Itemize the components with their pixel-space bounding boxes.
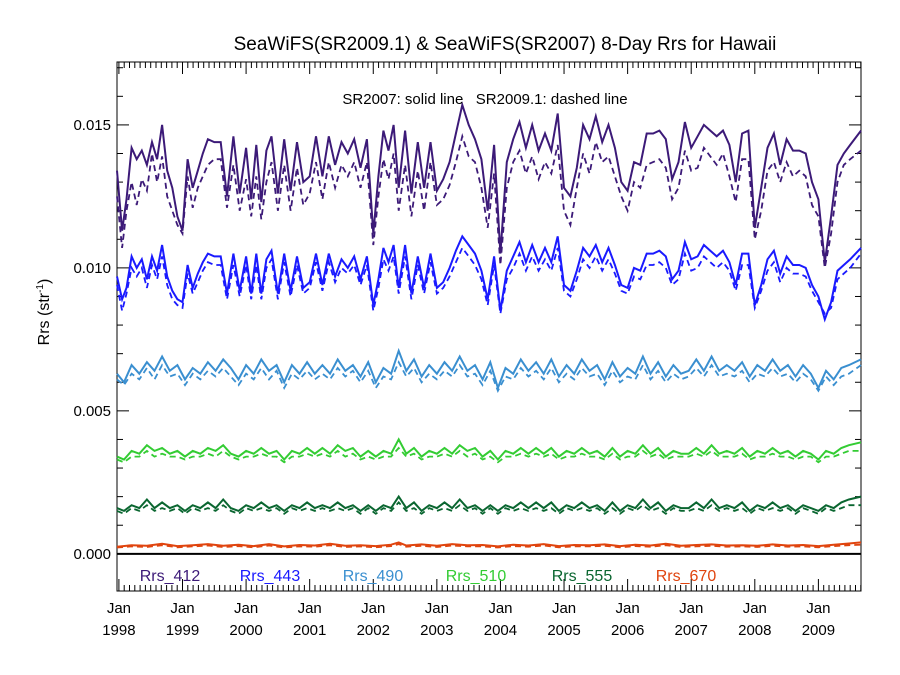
x-tick-label-year: 2001 (293, 622, 326, 639)
legend-label-rrs-412: Rrs_412 (140, 568, 201, 585)
series-rrs-490-sr2009-dashed (116, 360, 862, 393)
x-tick-label-year: 2004 (484, 622, 517, 639)
x-tick-label-month: Jan (107, 600, 131, 617)
series-rrs-555-sr2009-dashed (116, 501, 861, 515)
y-tick-label: 0.015 (73, 117, 111, 134)
x-tick-label-month: Jan (488, 600, 512, 617)
x-tick-label-year: 2007 (675, 622, 708, 639)
series-rrs-555-sr2007-solid (116, 494, 862, 513)
series-rrs-510-sr2009-dashed (116, 446, 861, 464)
series-rrs-510-sr2007-solid (116, 437, 862, 462)
x-tick-label-month: Jan (361, 600, 385, 617)
x-tick-label-year: 2002 (357, 622, 390, 639)
x-tick-label-month: Jan (298, 600, 322, 617)
y-tick-label: 0.005 (73, 403, 111, 420)
x-tick-label-year: 2000 (229, 622, 262, 639)
x-tick-label-month: Jan (234, 600, 258, 617)
legend-label-rrs-510: Rrs_510 (446, 568, 507, 585)
y-axis-label-sup: -1 (35, 284, 46, 293)
series-rrs-412-sr2007-solid (116, 101, 862, 263)
x-tick-label-month: Jan (616, 600, 640, 617)
series-rrs-443-sr2007-solid (116, 234, 862, 323)
series-rrs-670-sr2007-solid (116, 541, 862, 548)
legend-label-rrs-490: Rrs_490 (343, 568, 404, 585)
x-tick-label-month: Jan (679, 600, 703, 617)
annotation-text: SR2007: solid line SR2009.1: dashed line (342, 91, 627, 108)
legend-label-rrs-555: Rrs_555 (552, 568, 613, 585)
plot-area: 0.000 0.005 0.010 0.015 Jan 1998 Jan 1999 Jan 20… (73, 61, 862, 639)
series-rrs-670-sr2009-dashed (116, 543, 862, 549)
series-rrs-490-sr2007-solid (116, 347, 862, 392)
legend: Rrs_412 Rrs_443 Rrs_490 Rrs_510 Rrs_555 Rrs_6… (140, 568, 717, 585)
x-tick-label-year: 2009 (802, 622, 835, 639)
x-tick-label-year: 2008 (738, 622, 771, 639)
x-tick-label-year: 1999 (166, 622, 199, 639)
y-axis-label-close: ) (36, 279, 53, 284)
x-tick-label-month: Jan (552, 600, 576, 617)
y-tick-label: 0.000 (73, 546, 111, 563)
x-tick-label-year: 2006 (611, 622, 644, 639)
legend-label-rrs-443: Rrs_443 (240, 568, 301, 585)
x-tick-label-year: 2005 (547, 622, 580, 639)
legend-label-rrs-670: Rrs_670 (656, 568, 717, 585)
y-tick-label: 0.010 (73, 260, 111, 277)
x-tick-label-year: 2003 (420, 622, 453, 639)
x-tick-label-month: Jan (170, 600, 194, 617)
x-tick-label-year: 1998 (102, 622, 135, 639)
y-axis-label-main: Rrs (str (36, 292, 53, 345)
x-tick-label-month: Jan (806, 600, 830, 617)
series-rrs-443-sr2009-dashed (116, 246, 862, 316)
chart-title: SeaWiFS(SR2009.1) & SeaWiFS(SR2007) 8-Da… (234, 34, 777, 55)
x-tick-label-month: Jan (425, 600, 449, 617)
plot-frame (116, 61, 862, 592)
series-rrs-412-sr2009-dashed (116, 132, 862, 269)
y-axis-label: Rrs (str-1) (35, 279, 53, 346)
x-tick-label-month: Jan (743, 600, 767, 617)
